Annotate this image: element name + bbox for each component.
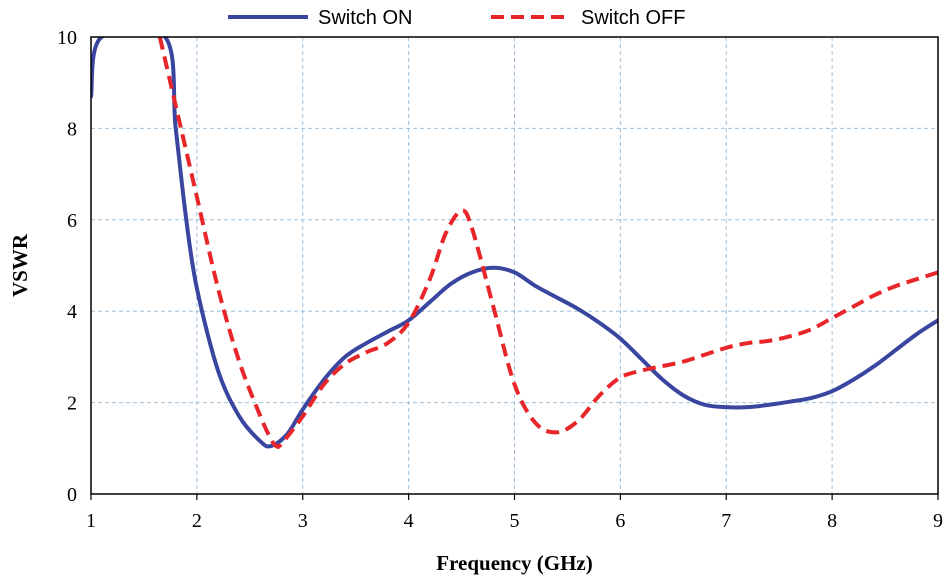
legend: Switch ON Switch OFF (228, 7, 685, 29)
x-axis-title: Frequency (GHz) (436, 551, 593, 575)
x-tick-label: 6 (615, 510, 625, 532)
series-layer (91, 37, 938, 449)
legend-label-switch-on: Switch ON (318, 7, 412, 29)
y-tick-label: 6 (67, 210, 77, 232)
grid (91, 37, 938, 494)
x-tick-label: 7 (721, 510, 731, 532)
legend-label-switch-off: Switch OFF (581, 7, 685, 29)
x-tick-label: 1 (86, 510, 96, 532)
y-tick-label: 8 (67, 118, 77, 140)
x-tick-label: 3 (298, 510, 308, 532)
tick-labels: 1 2 3 4 5 6 7 8 9 0 2 4 6 8 10 (57, 27, 943, 532)
y-tick-label: 4 (67, 301, 77, 323)
x-tick-label: 8 (827, 510, 837, 532)
x-tick-label: 2 (192, 510, 202, 532)
series-line-switch-off (157, 37, 938, 449)
y-tick-label: 10 (57, 27, 77, 49)
y-axis-title: VSWR (8, 233, 32, 297)
y-tick-label: 0 (67, 484, 77, 506)
x-tick-label: 4 (404, 510, 414, 532)
series-line-switch-on (91, 37, 938, 449)
x-tick-label: 9 (933, 510, 943, 532)
x-tick-label: 5 (510, 510, 520, 532)
y-tick-label: 2 (67, 393, 77, 415)
